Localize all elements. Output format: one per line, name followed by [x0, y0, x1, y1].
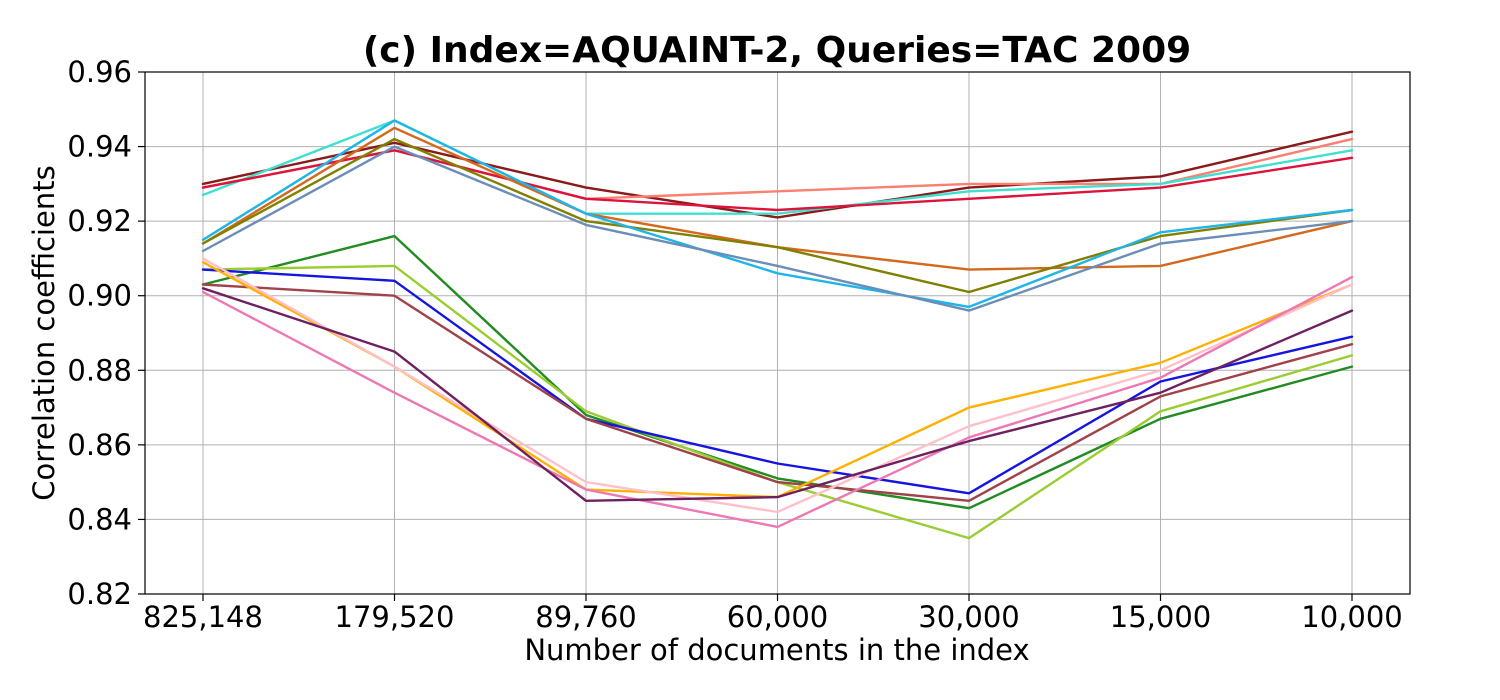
series-line-12: [201, 283, 1354, 502]
x-tick-label: 10,000: [1301, 600, 1402, 634]
series-line-7: [201, 119, 1354, 309]
y-axis: 0.82 0.84 0.86 0.88 0.90 0.92 0.94 0.96: [67, 55, 145, 611]
series-line-6: [201, 137, 1354, 294]
y-tick-label: 0.90: [67, 279, 132, 313]
x-tick-label: 60,000: [727, 600, 828, 634]
series-lines: [201, 119, 1354, 540]
x-tick-label: 89,760: [535, 600, 636, 634]
x-axis: 825,148 179,520 89,760 60,000 30,000 15,000 10…: [143, 594, 1403, 634]
y-axis-label: Correlation coefficients: [27, 165, 61, 500]
x-tick-label: 15,000: [1110, 600, 1211, 634]
series-line-1: [201, 130, 1354, 219]
series-line-4: [201, 149, 1354, 212]
y-tick-label: 0.96: [67, 55, 132, 89]
x-axis-label: Number of documents in the index: [524, 633, 1029, 667]
y-tick-label: 0.92: [67, 204, 132, 238]
y-tick-label: 0.86: [67, 428, 132, 462]
series-line-16: [201, 287, 1354, 502]
x-tick-label: 825,148: [143, 600, 263, 634]
y-tick-label: 0.84: [67, 502, 132, 536]
series-line-14: [201, 257, 1354, 514]
y-tick-label: 0.94: [67, 130, 132, 164]
series-line-8: [201, 145, 1354, 312]
y-tick-label: 0.88: [67, 353, 132, 387]
grid-lines: [145, 71, 1410, 595]
series-line-11: [201, 268, 1354, 495]
y-tick-label: 0.82: [67, 577, 132, 611]
x-tick-label: 179,520: [335, 600, 455, 634]
x-tick-label: 30,000: [918, 600, 1019, 634]
series-line-15: [201, 275, 1354, 529]
series-line-9: [201, 234, 1354, 510]
chart-title: (c) Index=AQUAINT-2, Queries=TAC 2009: [363, 30, 1191, 71]
